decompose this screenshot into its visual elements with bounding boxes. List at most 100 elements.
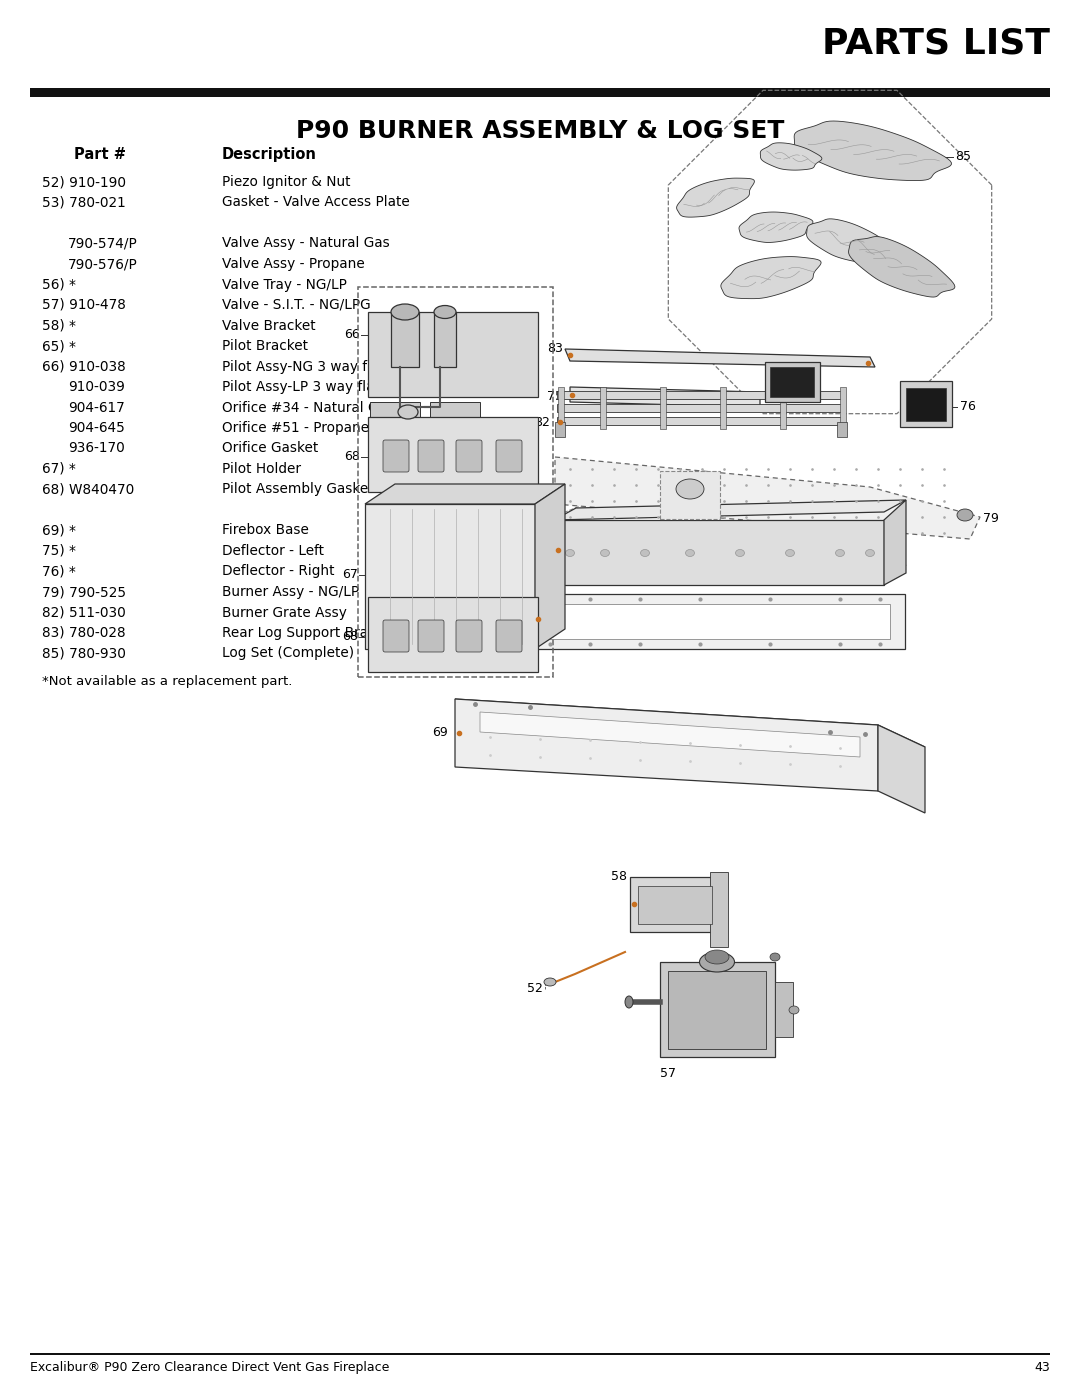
Text: 790-574/P: 790-574/P — [68, 236, 138, 250]
Polygon shape — [535, 483, 565, 650]
Text: 53) 780-021: 53) 780-021 — [42, 196, 125, 210]
Polygon shape — [794, 122, 951, 180]
Ellipse shape — [544, 978, 556, 986]
Bar — [30, 1354, 1050, 1355]
FancyBboxPatch shape — [496, 440, 522, 472]
Text: 910-039: 910-039 — [68, 380, 125, 394]
Bar — [368, 416, 538, 492]
Text: 936-170: 936-170 — [68, 441, 125, 455]
Text: P90 BURNER ASSEMBLY & LOG SET: P90 BURNER ASSEMBLY & LOG SET — [296, 119, 784, 142]
Bar — [554, 520, 885, 585]
Bar — [430, 402, 480, 441]
Ellipse shape — [735, 549, 744, 556]
Text: Pilot Holder: Pilot Holder — [222, 462, 301, 476]
Text: Orifice Gasket: Orifice Gasket — [222, 441, 319, 455]
Ellipse shape — [865, 549, 875, 556]
Polygon shape — [455, 698, 924, 747]
Text: 68) W840470: 68) W840470 — [42, 482, 134, 496]
Text: 904-645: 904-645 — [68, 420, 125, 434]
Text: Rear Log Support Bracket: Rear Log Support Bracket — [222, 626, 396, 640]
FancyBboxPatch shape — [456, 440, 482, 472]
Bar — [630, 877, 720, 932]
Text: Pilot Assy-NG 3 way flame - S.I.T.: Pilot Assy-NG 3 way flame - S.I.T. — [222, 359, 447, 373]
Polygon shape — [885, 500, 906, 585]
Text: 57) 910-478: 57) 910-478 — [42, 298, 126, 312]
Polygon shape — [720, 257, 821, 299]
Text: 43: 43 — [1035, 1361, 1050, 1375]
Bar — [638, 886, 712, 923]
Bar — [710, 872, 728, 947]
Polygon shape — [365, 483, 565, 504]
Text: *Not available as a replacement part.: *Not available as a replacement part. — [42, 675, 293, 687]
Text: Gasket - Valve Access Plate: Gasket - Valve Access Plate — [222, 196, 409, 210]
Bar — [906, 388, 946, 420]
Polygon shape — [807, 219, 896, 264]
FancyBboxPatch shape — [456, 620, 482, 652]
Text: 82: 82 — [535, 415, 550, 429]
Ellipse shape — [700, 951, 734, 972]
Text: 58) *: 58) * — [42, 319, 76, 332]
Ellipse shape — [399, 405, 418, 419]
Text: 904-617: 904-617 — [68, 401, 125, 415]
Text: Orifice #51 - Propane: Orifice #51 - Propane — [222, 420, 369, 434]
Text: 58: 58 — [611, 870, 627, 883]
Text: Valve Bracket: Valve Bracket — [222, 319, 315, 332]
Bar — [557, 416, 842, 425]
FancyBboxPatch shape — [660, 471, 720, 520]
Ellipse shape — [625, 996, 633, 1009]
Text: Pilot Assy-LP 3 way flame - S.I.T.: Pilot Assy-LP 3 way flame - S.I.T. — [222, 380, 443, 394]
Ellipse shape — [785, 549, 795, 556]
Polygon shape — [554, 500, 906, 520]
Ellipse shape — [789, 1006, 799, 1014]
Bar — [720, 387, 726, 429]
Bar — [600, 387, 606, 429]
Text: Log Set (Complete): Log Set (Complete) — [222, 647, 354, 661]
Text: Part #: Part # — [75, 147, 126, 162]
Ellipse shape — [676, 479, 704, 499]
Bar — [30, 88, 1050, 96]
Text: 68: 68 — [345, 450, 360, 464]
Bar — [368, 312, 538, 397]
FancyBboxPatch shape — [383, 620, 409, 652]
Text: 85) 780-930: 85) 780-930 — [42, 647, 126, 661]
Text: 56) *: 56) * — [42, 278, 76, 292]
Text: 67: 67 — [342, 569, 357, 581]
Text: 79) 790-525: 79) 790-525 — [42, 585, 126, 599]
Text: Valve Assy - Propane: Valve Assy - Propane — [222, 257, 365, 271]
Text: 83: 83 — [548, 342, 563, 355]
Text: Deflector - Left: Deflector - Left — [222, 543, 324, 557]
Text: 67) *: 67) * — [42, 462, 76, 476]
Text: 790-576/P: 790-576/P — [68, 257, 138, 271]
FancyBboxPatch shape — [418, 440, 444, 472]
Text: Piezo Ignitor & Nut: Piezo Ignitor & Nut — [222, 175, 351, 189]
Text: 76) *: 76) * — [42, 564, 76, 578]
Text: 52) 910-190: 52) 910-190 — [42, 175, 126, 189]
Polygon shape — [570, 387, 760, 407]
Text: 79: 79 — [983, 513, 999, 525]
Polygon shape — [760, 142, 822, 170]
Ellipse shape — [434, 306, 456, 319]
Polygon shape — [739, 212, 813, 243]
Ellipse shape — [686, 549, 694, 556]
Text: Firebox Base: Firebox Base — [222, 524, 309, 538]
FancyBboxPatch shape — [418, 620, 444, 652]
Text: 75: 75 — [546, 391, 563, 404]
Text: 82) 511-030: 82) 511-030 — [42, 605, 125, 619]
Text: Valve Assy - Natural Gas: Valve Assy - Natural Gas — [222, 236, 390, 250]
FancyBboxPatch shape — [496, 620, 522, 652]
Text: Burner Assy - NG/LP: Burner Assy - NG/LP — [222, 585, 360, 599]
Ellipse shape — [957, 509, 973, 521]
Ellipse shape — [600, 549, 609, 556]
Text: 75) *: 75) * — [42, 543, 76, 557]
Text: Pilot Bracket: Pilot Bracket — [222, 339, 308, 353]
Text: Deflector - Right: Deflector - Right — [222, 564, 335, 578]
Bar — [840, 387, 846, 429]
Bar — [535, 594, 905, 650]
FancyBboxPatch shape — [383, 440, 409, 472]
Polygon shape — [849, 236, 955, 298]
Bar — [368, 597, 538, 672]
Ellipse shape — [705, 950, 729, 964]
Text: 65) *: 65) * — [42, 339, 76, 353]
Ellipse shape — [566, 549, 575, 556]
Text: 66) 910-038: 66) 910-038 — [42, 359, 125, 373]
